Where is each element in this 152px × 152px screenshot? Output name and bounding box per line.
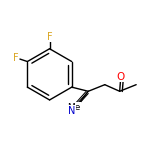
Text: F: F (13, 53, 18, 63)
Text: F: F (47, 32, 52, 42)
Text: Me: Me (67, 103, 81, 112)
Text: N: N (68, 106, 75, 116)
Text: O: O (116, 72, 125, 82)
